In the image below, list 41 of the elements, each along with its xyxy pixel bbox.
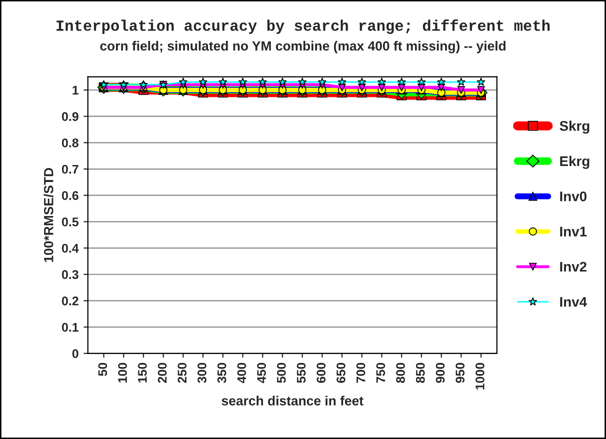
x-tick-label: 800 (396, 362, 405, 383)
x-tick-label: 650 (336, 362, 346, 383)
y-tick-label: 0.9 (62, 112, 78, 121)
x-tick-label: 250 (178, 362, 187, 383)
y-tick-label: 0.6 (62, 191, 78, 200)
x-tick-label: 950 (456, 362, 465, 383)
y-tick-label: 0.5 (62, 217, 78, 226)
legend-label: Inv2 (560, 262, 587, 272)
x-tick-label: 600 (316, 362, 326, 383)
x-tick-label: 350 (217, 362, 226, 383)
y-tick-label: 0.2 (62, 296, 78, 306)
x-tick-label: 200 (158, 362, 167, 383)
y-tick-label: 0.1 (62, 322, 78, 332)
y-tick-label: 0.7 (62, 164, 78, 174)
y-tick-label: 0.3 (62, 270, 78, 280)
legend-label: Inv0 (560, 191, 586, 202)
y-tick-label: 0.4 (62, 244, 79, 253)
x-tick-label: 500 (276, 362, 286, 383)
y-tick-label: 0.8 (62, 138, 78, 148)
x-tick-label: 400 (237, 362, 246, 384)
y-tick-label: 0 (72, 349, 78, 358)
x-tick-label: 900 (436, 362, 445, 383)
x-tick-label: 150 (138, 362, 147, 382)
x-tick-label: 1000 (476, 362, 484, 390)
x-tick-label: 750 (376, 362, 386, 383)
x-tick-label: 100 (118, 362, 127, 382)
x-tick-label: 300 (198, 362, 206, 383)
x-tick-label: 450 (257, 362, 266, 384)
x-tick-label: 550 (296, 362, 306, 383)
legend-label: Inv1 (560, 226, 587, 236)
legend-label: Inv4 (560, 297, 587, 307)
legend-label: Ekrg (560, 156, 590, 169)
y-axis-title: 100*RMSE/STD (44, 168, 54, 262)
x-tick-label: 50 (98, 362, 108, 376)
x-tick-label: 850 (416, 362, 425, 383)
x-tick-label: 700 (356, 362, 366, 383)
chart-subtitle: corn field; simulated no YM combine (max 400 ft missing) -- yield (100, 40, 506, 54)
y-tick-label: 1 (72, 86, 78, 95)
x-axis-title: search distance in feet (222, 396, 364, 406)
legend-label: Skrg (560, 120, 590, 134)
chart-title: Interpolation accuracy by search range; different meth (56, 19, 550, 34)
